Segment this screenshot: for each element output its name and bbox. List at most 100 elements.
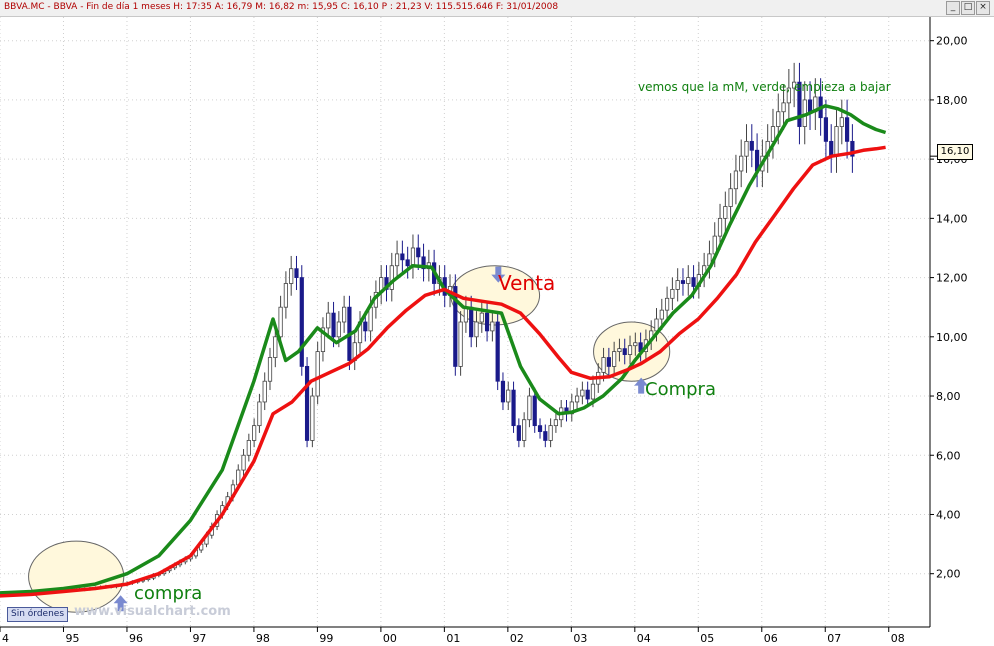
candle-body [749, 140, 754, 151]
title-bar: BBVA.MC - BBVA - Fin de día 1 meses H: 1… [0, 0, 994, 17]
chart-title: BBVA.MC - BBVA - Fin de día 1 meses H: 1… [4, 2, 559, 12]
candle-body [289, 268, 294, 284]
candle-body [543, 431, 548, 441]
candle-body [241, 454, 246, 471]
candle-body [823, 117, 829, 142]
annotation-note: vemos que la mM, verde, empieza a bajar [638, 80, 891, 94]
candle-body [574, 395, 580, 403]
y-tick-label: 2,00 [936, 568, 961, 581]
candle-body [744, 140, 749, 157]
x-tick-label: 08 [891, 632, 905, 645]
candle-body [654, 318, 659, 332]
candle-body [601, 357, 606, 373]
candle-body [342, 306, 347, 323]
candle-body [410, 247, 416, 267]
x-tick-label: 04 [637, 632, 651, 645]
x-tick-label: 96 [129, 632, 143, 645]
candle-body [469, 306, 474, 338]
x-axis: 4 95 96 97 98 99 00 01 02 03 04 05 06 07 08 [0, 626, 994, 646]
x-tick-label: 02 [510, 632, 524, 645]
candle-body [490, 321, 495, 332]
maximize-button[interactable]: □ [961, 1, 975, 15]
candle-body [495, 321, 500, 382]
y-tick-label: 20,00 [936, 35, 968, 48]
candle-body [739, 155, 744, 172]
candle-body [548, 425, 553, 441]
candle-body [484, 312, 490, 332]
candle-body [304, 366, 310, 441]
candle-body [807, 99, 813, 113]
y-tick-label: 4,00 [936, 508, 961, 521]
candle-body [839, 117, 844, 127]
candle-body [294, 268, 299, 278]
candle-body [453, 286, 458, 367]
annotation-compra-1995: compra [134, 583, 203, 604]
candle-body [659, 309, 664, 320]
candle-body [320, 327, 326, 353]
candle-body [606, 357, 611, 367]
x-tick-label: 98 [256, 632, 270, 645]
candle-body [776, 111, 781, 127]
candle-body [675, 280, 680, 290]
x-tick-label: 01 [446, 632, 460, 645]
candle-body [664, 297, 670, 311]
candle-body [670, 289, 675, 299]
candle-body [500, 380, 506, 403]
candle-body [400, 253, 405, 261]
y-tick-label: 18,00 [936, 94, 968, 107]
minimize-button[interactable]: _ [946, 1, 960, 15]
candle-body [733, 170, 739, 190]
candle-body [389, 265, 394, 290]
candle-body [479, 312, 484, 323]
candle-body [522, 419, 527, 441]
last-price-label: 16,10 [937, 144, 973, 160]
y-axis: 2,004,006,008,0010,0012,0014,0016,0018,0… [929, 17, 994, 627]
candle-body [553, 419, 559, 427]
candle-body [394, 253, 400, 267]
candle-body [617, 348, 622, 353]
candle-body [781, 102, 786, 113]
candle-body [299, 277, 304, 367]
y-tick-label: 10,00 [936, 331, 968, 344]
candle-body [627, 345, 633, 355]
x-tick-label: 99 [319, 632, 333, 645]
candle-body [680, 280, 686, 284]
annotation-compra: Compra [645, 379, 716, 400]
slow-ma-line [0, 145, 886, 598]
orders-badge[interactable]: Sin órdenes [7, 607, 69, 622]
candle-body [257, 401, 262, 427]
candle-body [315, 351, 320, 397]
candle-body [326, 312, 331, 329]
close-button[interactable]: × [976, 1, 990, 15]
watermark: www.visualchart.com [74, 604, 231, 619]
candle-body [262, 380, 267, 403]
sell-arrow-icon [491, 266, 506, 283]
candle-body [612, 351, 617, 367]
candle-body [278, 306, 283, 338]
candle-body [283, 283, 288, 308]
candle-body [363, 321, 368, 332]
candle-body [792, 81, 797, 89]
candle-body [527, 395, 532, 421]
candle-body [590, 383, 596, 400]
candle-body [252, 425, 257, 441]
candle-body [474, 321, 479, 338]
annotation-venta: Venta [498, 271, 556, 295]
y-tick-label: 6,00 [936, 449, 961, 462]
x-tick-label: 05 [700, 632, 714, 645]
candle-body [516, 425, 521, 441]
candle-body [273, 336, 278, 358]
candle-body [786, 87, 791, 104]
x-tick-label: 03 [573, 632, 587, 645]
candle-body [633, 342, 638, 347]
buy-arrow-icon [113, 595, 128, 612]
buy-arrow-icon [634, 377, 649, 394]
candle-body [421, 256, 426, 270]
candle-body [770, 126, 776, 142]
y-tick-label: 12,00 [936, 272, 968, 285]
x-axis-panel [0, 627, 994, 646]
candle-body [717, 217, 723, 237]
x-tick-label: 4 [2, 632, 9, 645]
